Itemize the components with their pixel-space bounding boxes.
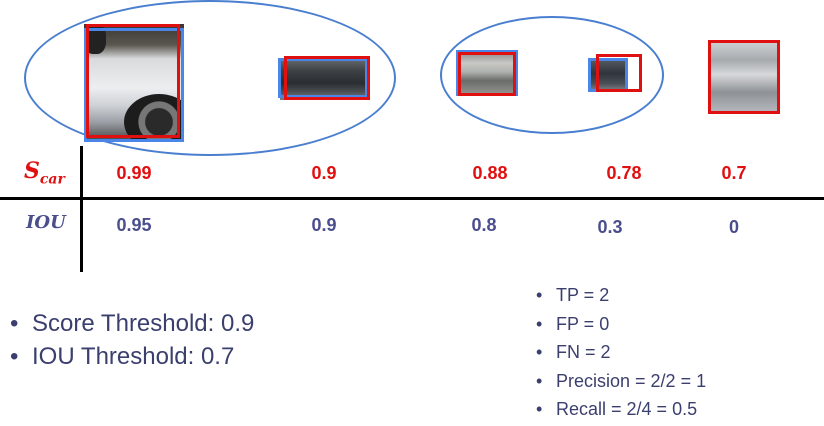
predicted-box-2 — [284, 56, 370, 100]
iou-row-label: IOU — [26, 212, 66, 233]
iou-value-4: 0.3 — [597, 217, 623, 237]
ground-truth-box-2 — [278, 58, 368, 98]
score-value-1: 0.99 — [116, 163, 152, 183]
score-value-3: 0.88 — [472, 163, 508, 183]
car-crop-1 — [84, 24, 184, 140]
metric-precision: • Precision = 2/2 = 1 — [536, 371, 707, 391]
group-ellipse-left — [24, 0, 396, 156]
metric-recall: • Recall = 2/4 = 0.5 — [536, 399, 698, 419]
table-vertical-divider — [80, 146, 83, 272]
metric-fn: • FN = 2 — [536, 342, 611, 362]
score-row-label: Scar — [24, 158, 65, 188]
bullet-icon: • — [10, 343, 19, 370]
bullet-icon: • — [10, 310, 19, 337]
predicted-box-4 — [596, 54, 642, 92]
bullet-icon: • — [536, 342, 543, 362]
group-ellipse-right — [440, 16, 664, 134]
score-threshold-item: • Score Threshold: 0.9 — [10, 310, 255, 337]
car-crop-3 — [458, 52, 516, 96]
car-crop-2 — [280, 58, 370, 100]
iou-threshold-item: • IOU Threshold: 0.7 — [10, 343, 235, 370]
iou-value-1: 0.95 — [116, 215, 152, 235]
metric-fp: • FP = 0 — [536, 314, 610, 334]
bullet-icon: • — [536, 314, 543, 334]
predicted-box-5 — [708, 40, 780, 114]
predicted-box-1 — [86, 24, 180, 138]
iou-value-2: 0.9 — [311, 215, 337, 235]
bullet-icon: • — [536, 285, 543, 305]
metric-tp: • TP = 2 — [536, 285, 610, 305]
score-value-5: 0.7 — [721, 163, 747, 183]
iou-value-5: 0 — [728, 217, 739, 237]
table-horizontal-divider — [0, 197, 824, 200]
car-crop-5 — [710, 42, 780, 114]
score-value-2: 0.9 — [311, 163, 337, 183]
iou-value-3: 0.8 — [471, 215, 497, 235]
predicted-box-3 — [458, 52, 516, 96]
score-value-4: 0.78 — [606, 163, 642, 183]
bullet-icon: • — [536, 399, 543, 419]
ground-truth-box-1 — [84, 28, 184, 142]
bullet-icon: • — [536, 371, 543, 391]
